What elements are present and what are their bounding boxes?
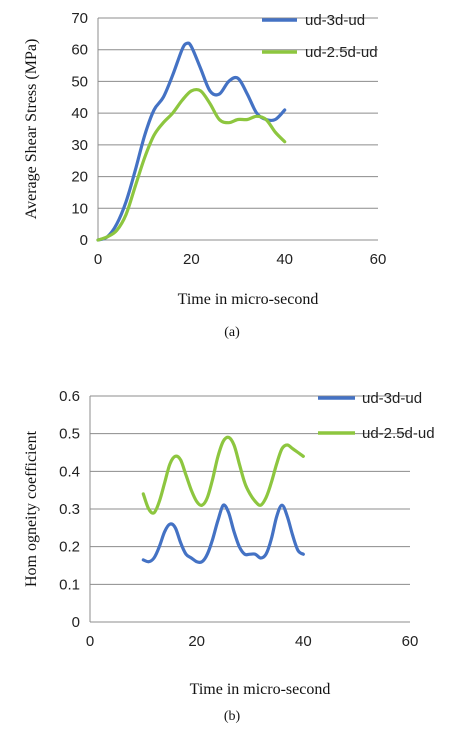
- panel-caption: (b): [224, 709, 241, 724]
- y-tick-label: 0: [72, 614, 80, 631]
- x-tick-label: 0: [94, 251, 102, 268]
- legend-label-2: ud-2.5d-ud: [305, 44, 378, 61]
- x-tick-label: 40: [276, 251, 293, 268]
- legend-label-2: ud-2.5d-ud: [362, 425, 435, 442]
- y-tick-label: 0.5: [59, 426, 80, 443]
- y-tick-label: 10: [71, 200, 88, 217]
- x-tick-label: 20: [188, 633, 205, 650]
- series-line-2: [96, 87, 287, 242]
- y-tick-label: 50: [71, 73, 88, 90]
- y-tick-label: 60: [71, 42, 88, 59]
- series-line-1: [96, 41, 287, 242]
- x-tick-label: 40: [295, 633, 312, 650]
- legend-label-1: ud-3d-ud: [362, 390, 422, 407]
- y-tick-label: 0.6: [59, 388, 80, 405]
- series-line-2: [141, 435, 305, 515]
- chart-a: 0 10 20 30 40 50 60 70 0 20 40 60 Time in micro-seco…: [23, 10, 386, 340]
- x-axis-title: Time in micro-second: [178, 291, 319, 308]
- x-tick-label: 20: [183, 251, 200, 268]
- y-tick-label: 0.1: [59, 576, 80, 593]
- x-tick-label: 60: [370, 251, 387, 268]
- y-axis-title: Average Shear Stress (MPa): [23, 39, 40, 220]
- y-tick-label: 0.2: [59, 539, 80, 556]
- x-axis-title: Time in micro-second: [190, 681, 331, 698]
- panel-caption: (a): [224, 325, 240, 340]
- x-tick-label: 60: [402, 633, 419, 650]
- y-tick-label: 0.3: [59, 501, 80, 518]
- y-tick-label: 0: [80, 232, 88, 249]
- x-tick-label: 0: [86, 633, 94, 650]
- y-tick-label: 30: [71, 137, 88, 154]
- y-axis-title: Hom ogneity coefficient: [23, 430, 40, 587]
- legend-label-1: ud-3d-ud: [305, 12, 365, 29]
- y-tick-label: 70: [71, 10, 88, 27]
- y-tick-label: 40: [71, 105, 88, 122]
- y-tick-label: 20: [71, 169, 88, 186]
- y-tick-label: 0.4: [59, 463, 80, 480]
- chart-b: 0 0.1 0.2 0.3 0.4 0.5 0.6 0 20 40 60 Time in micro-…: [23, 388, 435, 724]
- series-line-1: [141, 503, 305, 565]
